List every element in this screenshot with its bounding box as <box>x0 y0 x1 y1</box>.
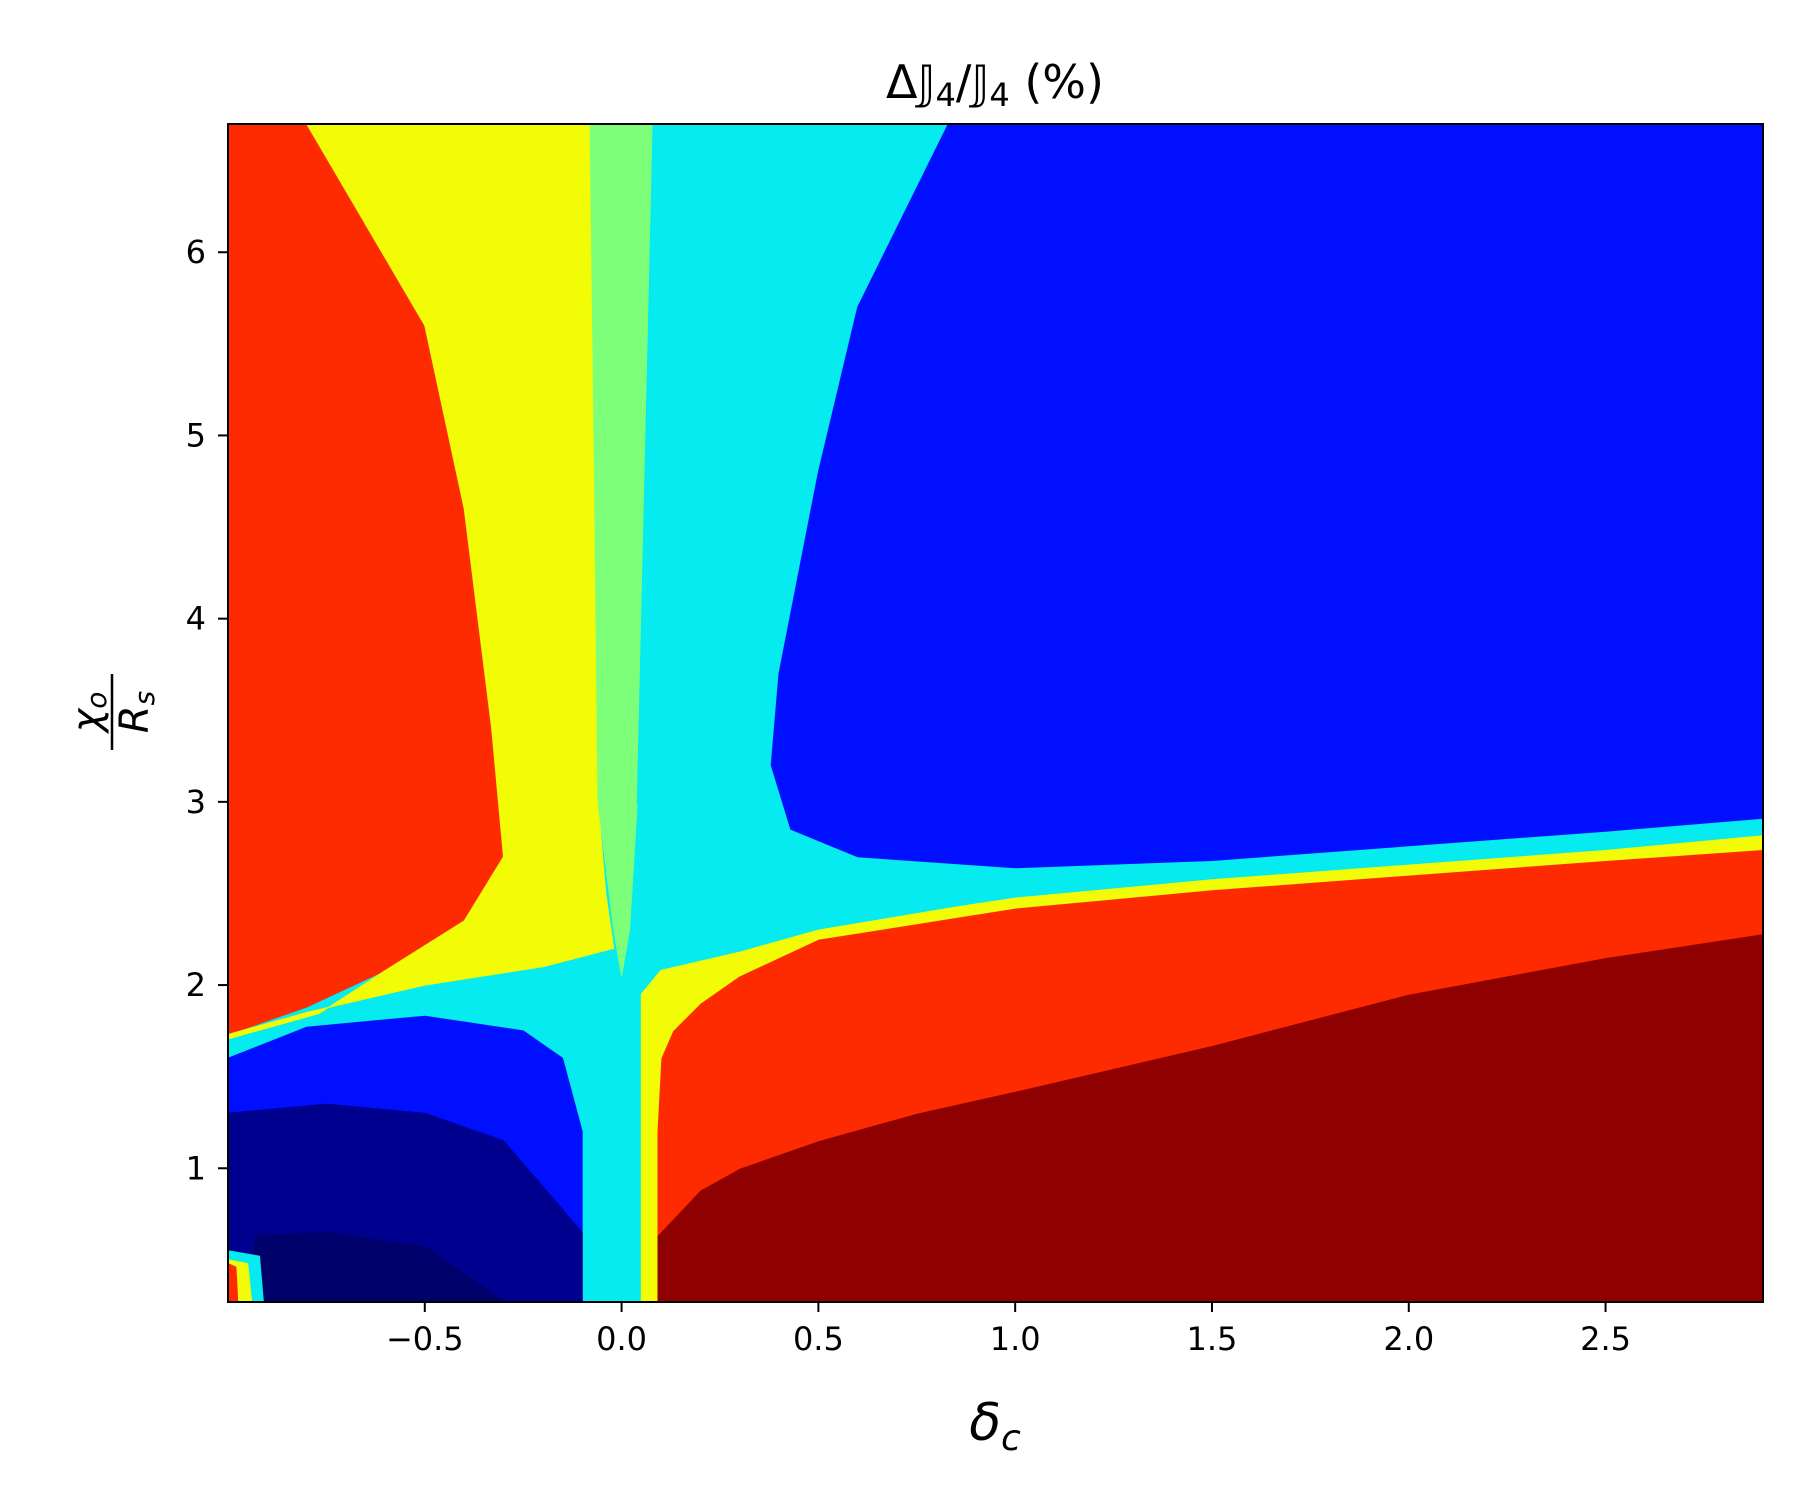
contour-region-darkest-navy <box>247 1231 505 1302</box>
y-tick-label: 1 <box>186 1149 206 1187</box>
plot-frame <box>227 123 1764 1303</box>
x-tick-label: 0.0 <box>596 1320 647 1358</box>
contour-region-yellow-right <box>640 834 1763 1302</box>
y-axis: 1 2 3 4 5 6 <box>186 233 228 1187</box>
contour-region-blue-upper <box>770 124 1763 869</box>
y-tick-label: 3 <box>186 783 206 821</box>
chart-title: Δ𝕁4/𝕁4 (%) <box>886 55 1104 114</box>
y-axis-label: χo Rs <box>64 674 161 750</box>
y-tick-label: 4 <box>186 600 206 638</box>
y-tick-label: 2 <box>186 966 206 1004</box>
y-axis-label-denominator: Rs <box>112 691 161 733</box>
y-axis-label-numerator: χo <box>64 692 113 735</box>
contour-regions <box>228 124 1763 1302</box>
x-tick-label: 0.5 <box>793 1320 844 1358</box>
y-tick-label: 5 <box>186 416 206 454</box>
x-tick-label: −0.5 <box>386 1320 464 1358</box>
y-tick-label: 6 <box>186 233 206 271</box>
x-tick-label: 2.5 <box>1580 1320 1631 1358</box>
contour-region-corner-red <box>228 1262 239 1302</box>
x-tick-label: 1.5 <box>1187 1320 1238 1358</box>
x-tick-label: 1.0 <box>990 1320 1041 1358</box>
x-tick-label: 2.0 <box>1383 1320 1434 1358</box>
x-axis: −0.5 0.0 0.5 1.0 1.5 2.0 2.5 <box>386 1302 1631 1358</box>
x-axis-label: δc <box>969 1393 1021 1459</box>
